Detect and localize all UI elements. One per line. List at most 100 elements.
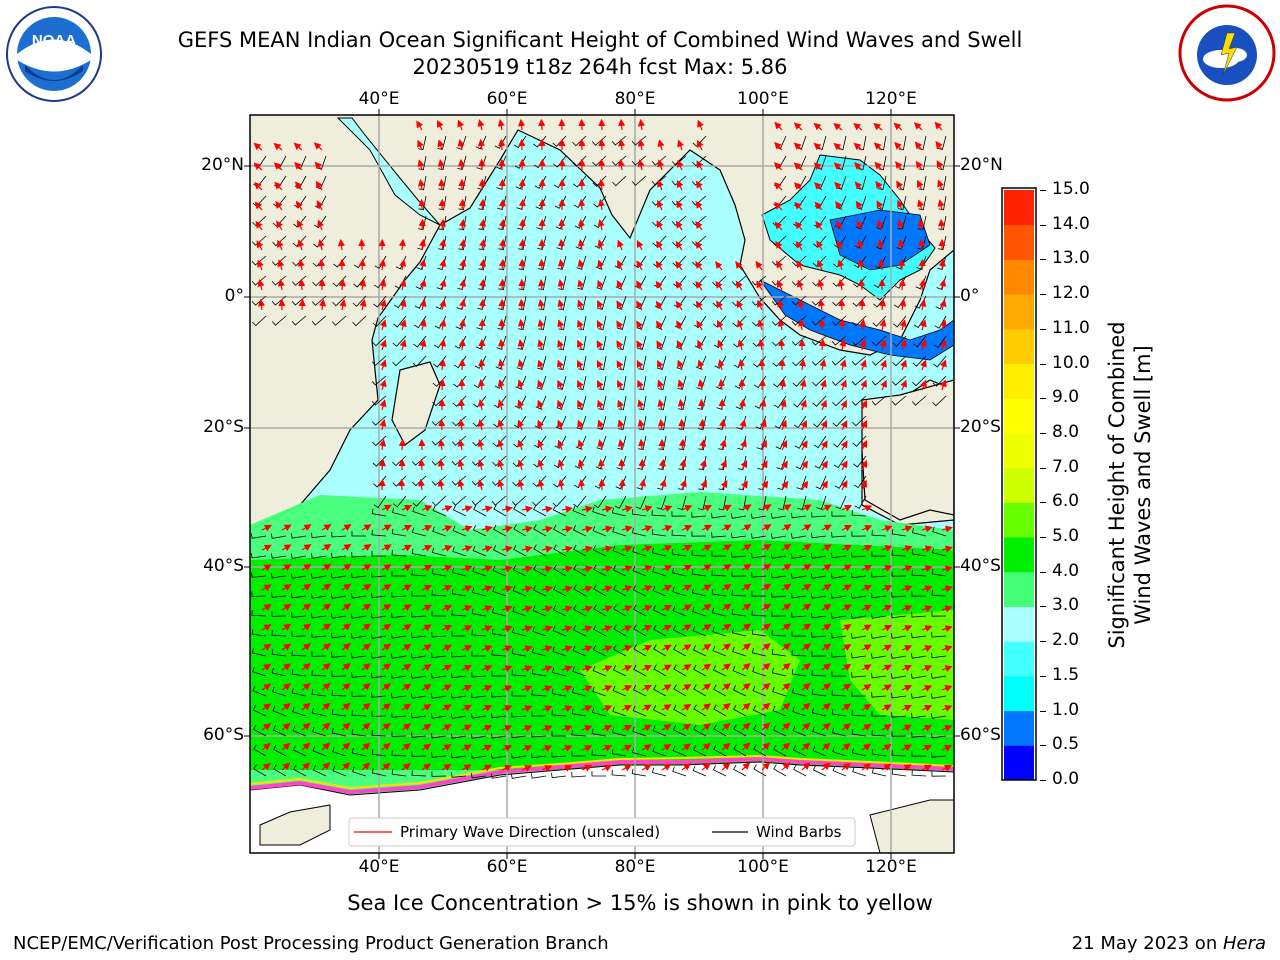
wave-arrow-552 <box>281 524 292 532</box>
wave-arrow-358 <box>557 359 564 371</box>
wave-arrow-93 <box>676 180 684 191</box>
colorbar-tick-mark-17 <box>1040 190 1046 191</box>
colorbar-tick-15: 13.0 <box>1052 248 1090 269</box>
wind-barb-533 <box>513 504 527 517</box>
wave-arrow-191 <box>318 258 326 271</box>
wind-barb-668 <box>492 586 507 597</box>
wave-arrow-339 <box>717 339 724 351</box>
wave-arrow-91 <box>597 178 606 191</box>
wave-arrow-447 <box>800 419 807 431</box>
wave-arrow-67 <box>677 159 684 171</box>
wave-arrow-278 <box>655 300 663 311</box>
wind-barb-554 <box>311 532 327 539</box>
wave-arrow-739 <box>521 625 533 633</box>
wave-arrow-242 <box>636 280 643 291</box>
wave-arrow-522 <box>801 480 809 491</box>
wind-barb-214 <box>771 275 787 286</box>
wave-arrow-52 <box>294 162 303 171</box>
wave-arrow-206 <box>617 259 624 271</box>
wave-arrow-664 <box>421 584 432 592</box>
wave-arrow-138 <box>498 218 507 231</box>
wind-barb-662 <box>371 592 387 599</box>
wave-arrow-374 <box>880 359 887 371</box>
wind-barb-734 <box>411 632 427 639</box>
wind-barb-425 <box>813 415 827 428</box>
colorbar-tick-mark-3 <box>1040 675 1046 677</box>
wind-barb-591 <box>351 551 367 558</box>
wave-arrow-563 <box>501 525 513 533</box>
map-legend: Primary Wave Direction (unscaled) Wind B… <box>348 817 856 847</box>
colorbar-swatch-10 <box>1004 398 1034 434</box>
wave-arrow-733 <box>401 624 412 632</box>
wave-arrow-319 <box>899 319 907 331</box>
wind-barb-649 <box>810 573 827 579</box>
wave-arrow-20 <box>913 122 923 131</box>
wave-arrow-328 <box>497 338 506 351</box>
wind-barb-731 <box>351 633 367 639</box>
wave-arrow-240 <box>597 279 604 291</box>
wave-arrow-133 <box>317 219 324 231</box>
wave-arrow-438 <box>617 419 625 431</box>
wave-arrow-249 <box>777 279 784 291</box>
wind-barb-718 <box>791 612 807 618</box>
wave-arrow-393 <box>717 378 726 391</box>
wave-arrow-156 <box>256 240 264 251</box>
wave-arrow-533 <box>521 505 533 513</box>
wind-barb-94 <box>691 195 707 206</box>
wave-arrow-731 <box>361 623 372 631</box>
wave-arrow-645 <box>741 563 752 571</box>
wind-barb-650 <box>831 573 847 579</box>
wave-arrow-163 <box>398 238 406 251</box>
wave-arrow-131 <box>276 220 283 231</box>
wave-arrow-706 <box>561 605 573 613</box>
wave-arrow-198 <box>459 259 467 271</box>
wave-arrow-384 <box>537 379 544 391</box>
wave-arrow-349 <box>919 339 927 351</box>
wave-arrow-565 <box>541 525 553 533</box>
wave-arrow-490 <box>658 458 667 471</box>
wave-arrow-150 <box>836 220 843 231</box>
wave-arrow-523 <box>820 480 828 491</box>
wind-barb-47 <box>898 155 907 171</box>
wave-arrow-16 <box>833 123 843 131</box>
wave-arrow-693 <box>301 603 312 611</box>
wave-arrow-81 <box>315 180 323 191</box>
wave-arrow-475 <box>860 440 868 451</box>
wind-barb-588 <box>290 553 307 559</box>
wave-arrow-606 <box>661 545 673 552</box>
wind-barb-705 <box>532 605 547 617</box>
wave-arrow-355 <box>497 358 505 371</box>
wind-barb-482 <box>491 475 507 486</box>
colorbar-tick-2: 1.0 <box>1052 699 1080 720</box>
wave-arrow-293 <box>379 319 387 331</box>
wave-arrow-692 <box>281 603 292 611</box>
wave-arrow-351 <box>379 359 387 371</box>
wind-barb-552 <box>270 533 287 539</box>
wave-arrow-399 <box>840 379 847 391</box>
wind-barb-515 <box>656 495 667 510</box>
wave-arrow-748 <box>701 624 712 631</box>
wind-barb-590 <box>331 552 347 559</box>
colorbar-tick-mark-16 <box>1040 224 1046 226</box>
footer-date: 21 May 2023 on <box>1071 933 1223 954</box>
wind-barb-648 <box>791 573 807 579</box>
wind-barb-332 <box>578 355 587 371</box>
wave-arrow-416 <box>637 399 645 411</box>
wave-arrow-181 <box>816 240 824 251</box>
wave-arrow-114 <box>538 198 546 211</box>
wave-arrow-334 <box>616 340 624 351</box>
wave-arrow-291 <box>919 299 927 311</box>
colorbar-tick-12: 10.0 <box>1052 352 1090 373</box>
wind-barb-475 <box>853 455 867 468</box>
wave-arrow-63 <box>598 158 606 171</box>
wind-barb-642 <box>671 567 687 577</box>
wave-arrow-233 <box>459 279 467 291</box>
wave-arrow-678 <box>701 584 712 592</box>
wave-arrow-183 <box>857 239 864 251</box>
wave-arrow-330 <box>537 339 545 351</box>
lat-tick-right-3: 40°S <box>960 556 1001 576</box>
wave-arrow-122 <box>794 201 803 211</box>
wind-barb-565 <box>533 524 547 537</box>
wave-arrow-11 <box>637 118 646 131</box>
wind-barb-559 <box>411 527 427 537</box>
